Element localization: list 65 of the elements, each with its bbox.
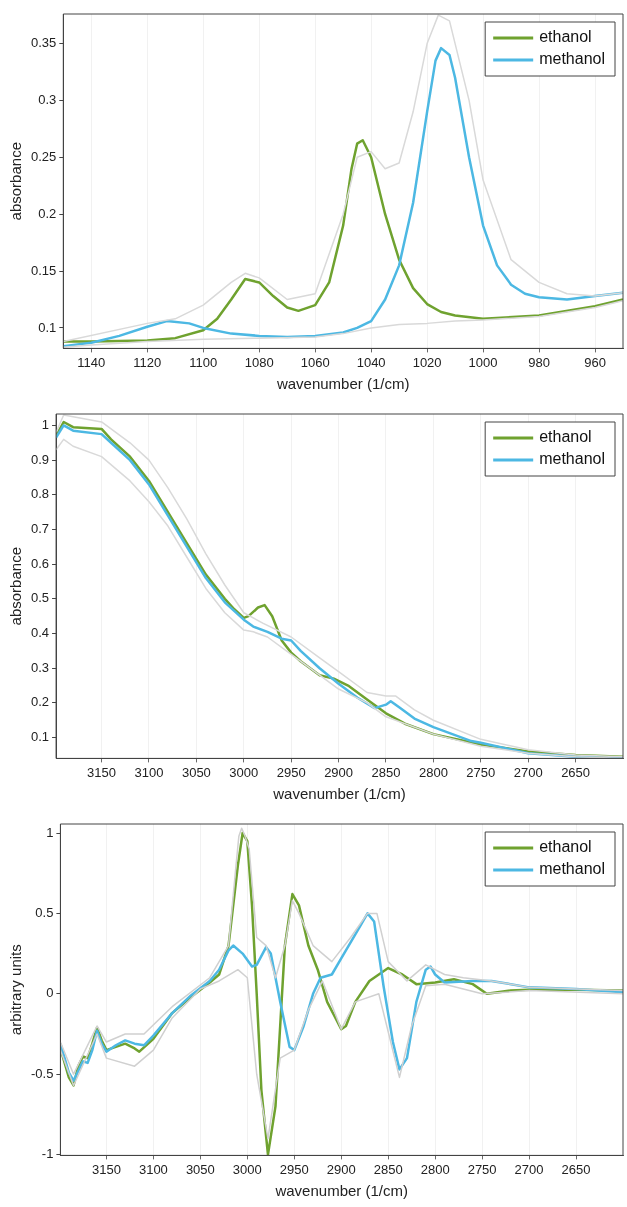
y-tick-label: -1	[41, 1146, 54, 1162]
x-tick-label: 1140	[77, 354, 106, 370]
x-tick-label: 2750	[466, 764, 496, 780]
y-tick-label: 0.6	[30, 555, 50, 571]
y-tick-label: 0.2	[38, 205, 57, 221]
y-tick-label: 0.7	[30, 521, 50, 537]
legend-label: ethanol	[539, 838, 592, 856]
y-tick-label: 0.5	[35, 904, 54, 920]
x-axis-title: wavenumber (1/cm)	[275, 375, 410, 393]
x-tick-label: 1060	[300, 354, 330, 370]
x-tick-label: 2950	[276, 764, 306, 780]
y-tick-label: -0.5	[30, 1065, 54, 1081]
legend-label: methanol	[539, 860, 606, 878]
y-tick-label: 0.2	[30, 694, 50, 710]
y-tick-label: 0.3	[30, 659, 50, 675]
x-tick-label: 2700	[514, 1161, 544, 1177]
y-tick-label: 0.35	[30, 35, 57, 51]
y-tick-label: 0.3	[38, 92, 57, 108]
y-axis-title: absorbance	[7, 547, 25, 626]
y-axis-title: arbitrary units	[7, 944, 25, 1036]
x-tick-label: 3100	[138, 1161, 168, 1177]
x-tick-label: 3150	[91, 1161, 121, 1177]
x-tick-label: 2800	[418, 764, 448, 780]
x-tick-label: 3000	[232, 1161, 262, 1177]
x-tick-label: 2800	[420, 1161, 450, 1177]
x-tick-label: 2900	[326, 1161, 356, 1177]
x-tick-label: 2900	[324, 764, 354, 780]
y-tick-label: 1	[41, 417, 50, 433]
y-tick-label: 0.15	[30, 262, 57, 278]
legend-label: ethanol	[539, 28, 592, 46]
legend-label: methanol	[539, 450, 606, 468]
x-tick-label: 3150	[87, 764, 117, 780]
x-axis-title: wavenumber (1/cm)	[272, 785, 406, 803]
x-tick-label: 2850	[371, 764, 401, 780]
y-tick-label: 0.25	[30, 148, 57, 164]
x-tick-label: 3050	[185, 1161, 215, 1177]
y-tick-label: 0.1	[30, 729, 50, 745]
y-tick-label: 1	[46, 824, 54, 840]
x-tick-label: 2850	[373, 1161, 403, 1177]
y-tick-label: 0.4	[30, 625, 50, 641]
legend-label: methanol	[539, 50, 606, 68]
x-tick-label: 980	[528, 354, 550, 370]
y-tick-label: 0	[46, 985, 54, 1001]
x-tick-label: 1120	[133, 354, 162, 370]
legend-label: ethanol	[539, 428, 592, 446]
y-tick-label: 0.5	[30, 590, 50, 606]
x-tick-label: 2650	[561, 764, 591, 780]
x-tick-label: 960	[584, 354, 606, 370]
x-tick-label: 2650	[561, 1161, 591, 1177]
x-tick-label: 1080	[244, 354, 274, 370]
x-tick-label: 1040	[356, 354, 386, 370]
x-tick-label: 3100	[134, 764, 164, 780]
y-tick-label: 0.9	[30, 451, 50, 467]
y-tick-label: 0.8	[30, 486, 50, 502]
y-axis-title: absorbance	[7, 142, 25, 221]
x-tick-label: 1000	[468, 354, 498, 370]
x-tick-label: 3050	[181, 764, 211, 780]
x-tick-label: 2750	[467, 1161, 497, 1177]
x-tick-label: 2950	[279, 1161, 309, 1177]
x-tick-label: 1020	[412, 354, 442, 370]
x-tick-label: 3000	[229, 764, 259, 780]
x-tick-label: 1100	[189, 354, 218, 370]
x-tick-label: 2700	[513, 764, 543, 780]
y-tick-label: 0.1	[38, 319, 57, 335]
x-axis-title: wavenumber (1/cm)	[274, 1182, 408, 1200]
